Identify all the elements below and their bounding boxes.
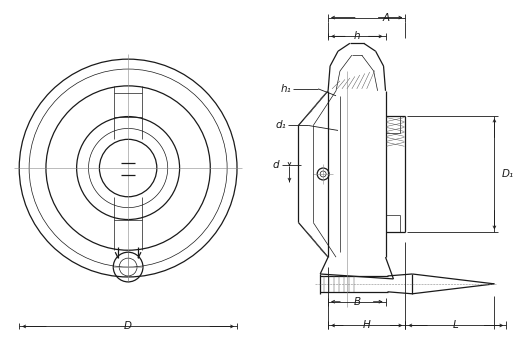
Text: h₁: h₁ — [281, 84, 292, 94]
Text: D: D — [124, 322, 132, 332]
Text: L: L — [453, 321, 459, 331]
Text: B: B — [353, 297, 360, 307]
Text: H: H — [363, 321, 370, 331]
Text: D₁: D₁ — [502, 169, 513, 179]
Text: A: A — [383, 12, 390, 22]
Text: d₁: d₁ — [276, 120, 286, 130]
Text: d: d — [273, 160, 280, 170]
Text: h: h — [353, 31, 360, 41]
